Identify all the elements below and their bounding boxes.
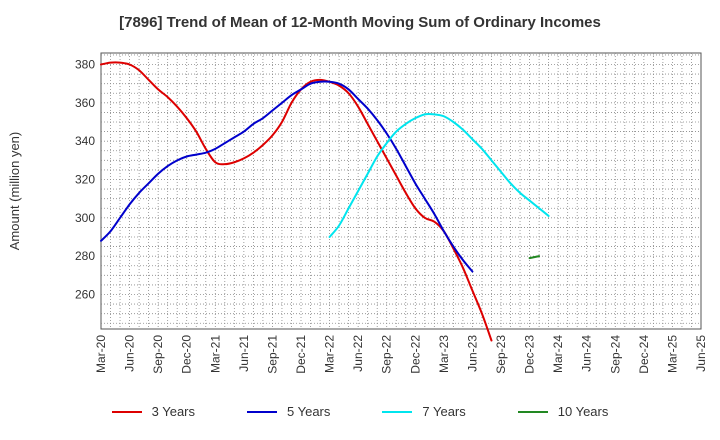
x-tick-label: Sep-23 xyxy=(494,335,508,374)
y-tick-label: 320 xyxy=(75,173,95,187)
x-tick-label: Dec-22 xyxy=(408,335,422,374)
series-line-10-years xyxy=(528,255,541,260)
legend-swatch xyxy=(247,410,277,413)
series-line-3-years xyxy=(100,61,493,342)
x-tick-label: Jun-20 xyxy=(123,335,137,372)
x-tick-label: Dec-24 xyxy=(637,335,651,374)
x-tick-label: Sep-22 xyxy=(380,335,394,374)
x-tick-label: Dec-21 xyxy=(294,335,308,374)
y-tick-label: 340 xyxy=(75,134,95,148)
legend-label: 10 Years xyxy=(557,404,609,419)
y-axis-label: Amount (million yen) xyxy=(7,132,22,251)
legend-label: 3 Years xyxy=(151,404,195,419)
x-tick-label: Jun-22 xyxy=(351,335,365,372)
x-tick-label: Jun-23 xyxy=(465,335,479,372)
y-tick-label: 280 xyxy=(75,249,95,263)
legend-item: 7 Years xyxy=(382,404,466,419)
x-tick-label: Jun-21 xyxy=(237,335,251,372)
x-tick-label: Mar-23 xyxy=(437,335,451,373)
x-tick-label: Jun-24 xyxy=(580,335,594,372)
legend: 3 Years 5 Years 7 Years 10 Years xyxy=(0,404,720,419)
series-line-5-years xyxy=(100,80,474,273)
legend-item: 5 Years xyxy=(247,404,330,419)
x-tick-label: Dec-23 xyxy=(523,335,537,374)
legend-item: 3 Years xyxy=(111,404,195,419)
x-tick-label: Sep-21 xyxy=(265,335,279,374)
series-line-7-years xyxy=(328,112,550,238)
y-tick-label: 300 xyxy=(75,211,95,225)
legend-swatch xyxy=(111,410,142,413)
legend-swatch xyxy=(382,410,413,413)
x-tick-label: Jun-25 xyxy=(694,335,708,372)
x-tick-label: Mar-20 xyxy=(94,335,108,373)
series-lines xyxy=(100,61,550,342)
y-tick-label: 260 xyxy=(75,288,95,302)
y-tick-label: 380 xyxy=(75,58,95,72)
x-tick-label: Dec-20 xyxy=(180,335,194,374)
legend-item: 10 Years xyxy=(517,404,609,419)
x-tick-label: Mar-21 xyxy=(208,335,222,373)
legend-label: 5 Years xyxy=(287,404,331,419)
x-tick-label: Mar-25 xyxy=(665,335,679,373)
legend-label: 7 Years xyxy=(422,404,466,419)
x-tick-label: Mar-22 xyxy=(323,335,337,373)
x-axis-ticks: Mar-20 Jun-20 Sep-20 Dec-20 Mar-21 Jun-21 Sep-… xyxy=(94,335,708,374)
legend-swatch xyxy=(517,410,548,413)
chart-title: [7896] Trend of Mean of 12-Month Moving … xyxy=(119,14,601,31)
plot-area xyxy=(100,52,702,330)
x-tick-label: Sep-24 xyxy=(608,335,622,374)
x-tick-label: Sep-20 xyxy=(151,335,165,374)
y-tick-label: 360 xyxy=(75,96,95,110)
y-axis-ticks: 260 280 300 320 340 360 380 xyxy=(75,58,95,302)
x-tick-label: Mar-24 xyxy=(551,335,565,373)
